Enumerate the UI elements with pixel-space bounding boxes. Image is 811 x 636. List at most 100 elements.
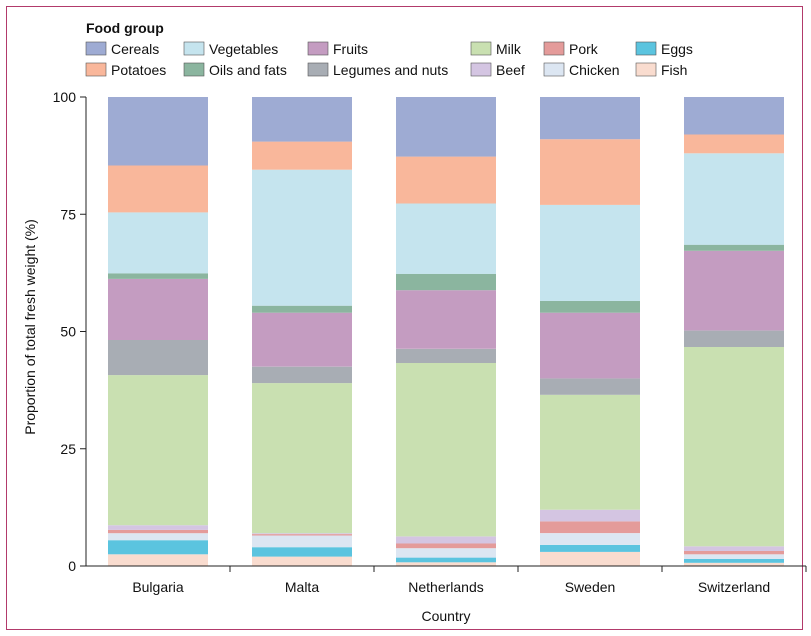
bar-segment-bulgaria-potatoes — [108, 165, 208, 213]
legend-swatch-beef — [470, 62, 492, 77]
bar-segment-bulgaria-oils-and-fats — [108, 273, 208, 279]
axes: 0 25 50 75 100 Bulgaria Malta Netherlands Sweden… — [53, 89, 807, 595]
legend-item-fish: Fish — [635, 62, 687, 78]
bar-segment-netherlands-chicken — [396, 548, 496, 558]
legend-swatch-potatoes — [85, 62, 107, 77]
bar-segment-bulgaria-chicken — [108, 533, 208, 541]
legend-label-milk: Milk — [496, 41, 522, 57]
legend-swatch-pork — [543, 41, 565, 56]
bar-segment-netherlands-legumes-and-nuts — [396, 348, 496, 363]
bar-segment-malta-beef — [252, 533, 352, 535]
bar-segment-malta-milk — [252, 383, 352, 534]
bar-segment-netherlands-potatoes — [396, 156, 496, 204]
bar-segment-sweden-vegetables — [540, 204, 640, 301]
bar-segment-sweden-milk — [540, 394, 640, 510]
bar-segment-netherlands-pork — [396, 543, 496, 549]
legend-label-oils-and-fats: Oils and fats — [209, 62, 287, 78]
legend-item-oils-and-fats: Oils and fats — [183, 62, 287, 78]
legend-label-eggs: Eggs — [661, 41, 693, 57]
bar-segment-malta-oils-and-fats — [252, 305, 352, 313]
bar-segment-netherlands-milk — [396, 362, 496, 537]
legend-label-beef: Beef — [496, 62, 525, 78]
bar-segment-switzerland-chicken — [684, 554, 784, 559]
legend-label-legumes-and-nuts: Legumes and nuts — [333, 62, 448, 78]
x-axis-label: Country — [421, 608, 470, 624]
bar-segment-sweden-beef — [540, 509, 640, 522]
bar-segment-switzerland-cereals — [684, 97, 784, 135]
bar-segment-bulgaria-fish — [108, 554, 208, 566]
bar-segment-sweden-pork — [540, 521, 640, 534]
bar-sweden — [540, 97, 640, 566]
legend-swatch-cereals — [85, 41, 107, 56]
legend-item-milk: Milk — [470, 41, 522, 57]
legend-swatch-milk — [470, 41, 492, 56]
bar-segment-bulgaria-beef — [108, 525, 208, 530]
bar-segment-bulgaria-cereals — [108, 97, 208, 166]
bar-segment-malta-fish — [252, 556, 352, 566]
bar-segment-bulgaria-eggs — [108, 540, 208, 555]
bar-segment-bulgaria-vegetables — [108, 212, 208, 274]
bar-segment-malta-potatoes — [252, 141, 352, 170]
legend-item-legumes-and-nuts: Legumes and nuts — [307, 62, 448, 78]
legend-label-pork: Pork — [569, 41, 599, 57]
y-axis-label: Proportion of total fresh weight (%) — [22, 219, 38, 435]
x-tick-label-bulgaria: Bulgaria — [132, 579, 184, 595]
bar-segment-malta-eggs — [252, 547, 352, 557]
bar-segment-sweden-chicken — [540, 533, 640, 545]
bar-segment-netherlands-beef — [396, 536, 496, 544]
bar-segment-switzerland-milk — [684, 347, 784, 547]
figure-frame — [6, 6, 803, 630]
legend-label-vegetables: Vegetables — [209, 41, 278, 57]
bar-segment-switzerland-fish — [684, 562, 784, 566]
bar-segment-netherlands-fish — [396, 562, 496, 566]
legend-swatch-vegetables — [183, 41, 205, 56]
bar-segment-switzerland-eggs — [684, 559, 784, 563]
legend-item-cereals: Cereals — [85, 41, 159, 57]
bar-segment-switzerland-potatoes — [684, 134, 784, 154]
bar-segment-switzerland-beef — [684, 546, 784, 551]
bar-segment-sweden-legumes-and-nuts — [540, 378, 640, 395]
bar-segment-switzerland-vegetables — [684, 153, 784, 245]
x-tick-label-sweden: Sweden — [565, 579, 616, 595]
legend-title: Food group — [86, 20, 164, 36]
y-tick-label: 0 — [68, 558, 76, 574]
bar-segment-sweden-fish — [540, 551, 640, 566]
bar-segment-bulgaria-legumes-and-nuts — [108, 339, 208, 376]
bar-segment-bulgaria-pork — [108, 529, 208, 534]
bar-segment-netherlands-vegetables — [396, 203, 496, 274]
legend-label-fruits: Fruits — [333, 41, 368, 57]
legend-item-beef: Beef — [470, 62, 525, 78]
bar-switzerland — [684, 97, 784, 566]
bar-segment-malta-fruits — [252, 312, 352, 367]
x-tick-label-switzerland: Switzerland — [698, 579, 770, 595]
legend-swatch-chicken — [543, 62, 565, 77]
legend-label-cereals: Cereals — [111, 41, 159, 57]
bar-segment-malta-legumes-and-nuts — [252, 366, 352, 384]
legend-item-pork: Pork — [543, 41, 599, 57]
bar-bulgaria — [108, 97, 208, 566]
x-tick-label-malta: Malta — [285, 579, 319, 595]
legend-item-vegetables: Vegetables — [183, 41, 278, 57]
bar-segment-bulgaria-fruits — [108, 279, 208, 340]
legend-swatch-fruits — [307, 41, 329, 56]
bar-segment-sweden-fruits — [540, 312, 640, 379]
bar-segment-switzerland-pork — [684, 551, 784, 555]
legend-swatch-legumes-and-nuts — [307, 62, 329, 77]
bar-segment-malta-cereals — [252, 97, 352, 142]
bar-segment-netherlands-oils-and-fats — [396, 273, 496, 291]
legend-label-potatoes: Potatoes — [111, 62, 166, 78]
bar-segment-switzerland-oils-and-fats — [684, 244, 784, 251]
y-tick-label: 50 — [60, 324, 76, 340]
legend-item-eggs: Eggs — [635, 41, 693, 57]
bar-segment-sweden-oils-and-fats — [540, 301, 640, 313]
bar-segment-bulgaria-milk — [108, 375, 208, 526]
bar-malta — [252, 97, 352, 566]
bar-segment-switzerland-fruits — [684, 250, 784, 331]
bar-segment-sweden-eggs — [540, 544, 640, 552]
legend-swatch-oils-and-fats — [183, 62, 205, 77]
legend-item-potatoes: Potatoes — [85, 62, 166, 78]
bar-segment-switzerland-legumes-and-nuts — [684, 330, 784, 347]
legend-item-fruits: Fruits — [307, 41, 368, 57]
x-tick-label-netherlands: Netherlands — [408, 579, 484, 595]
